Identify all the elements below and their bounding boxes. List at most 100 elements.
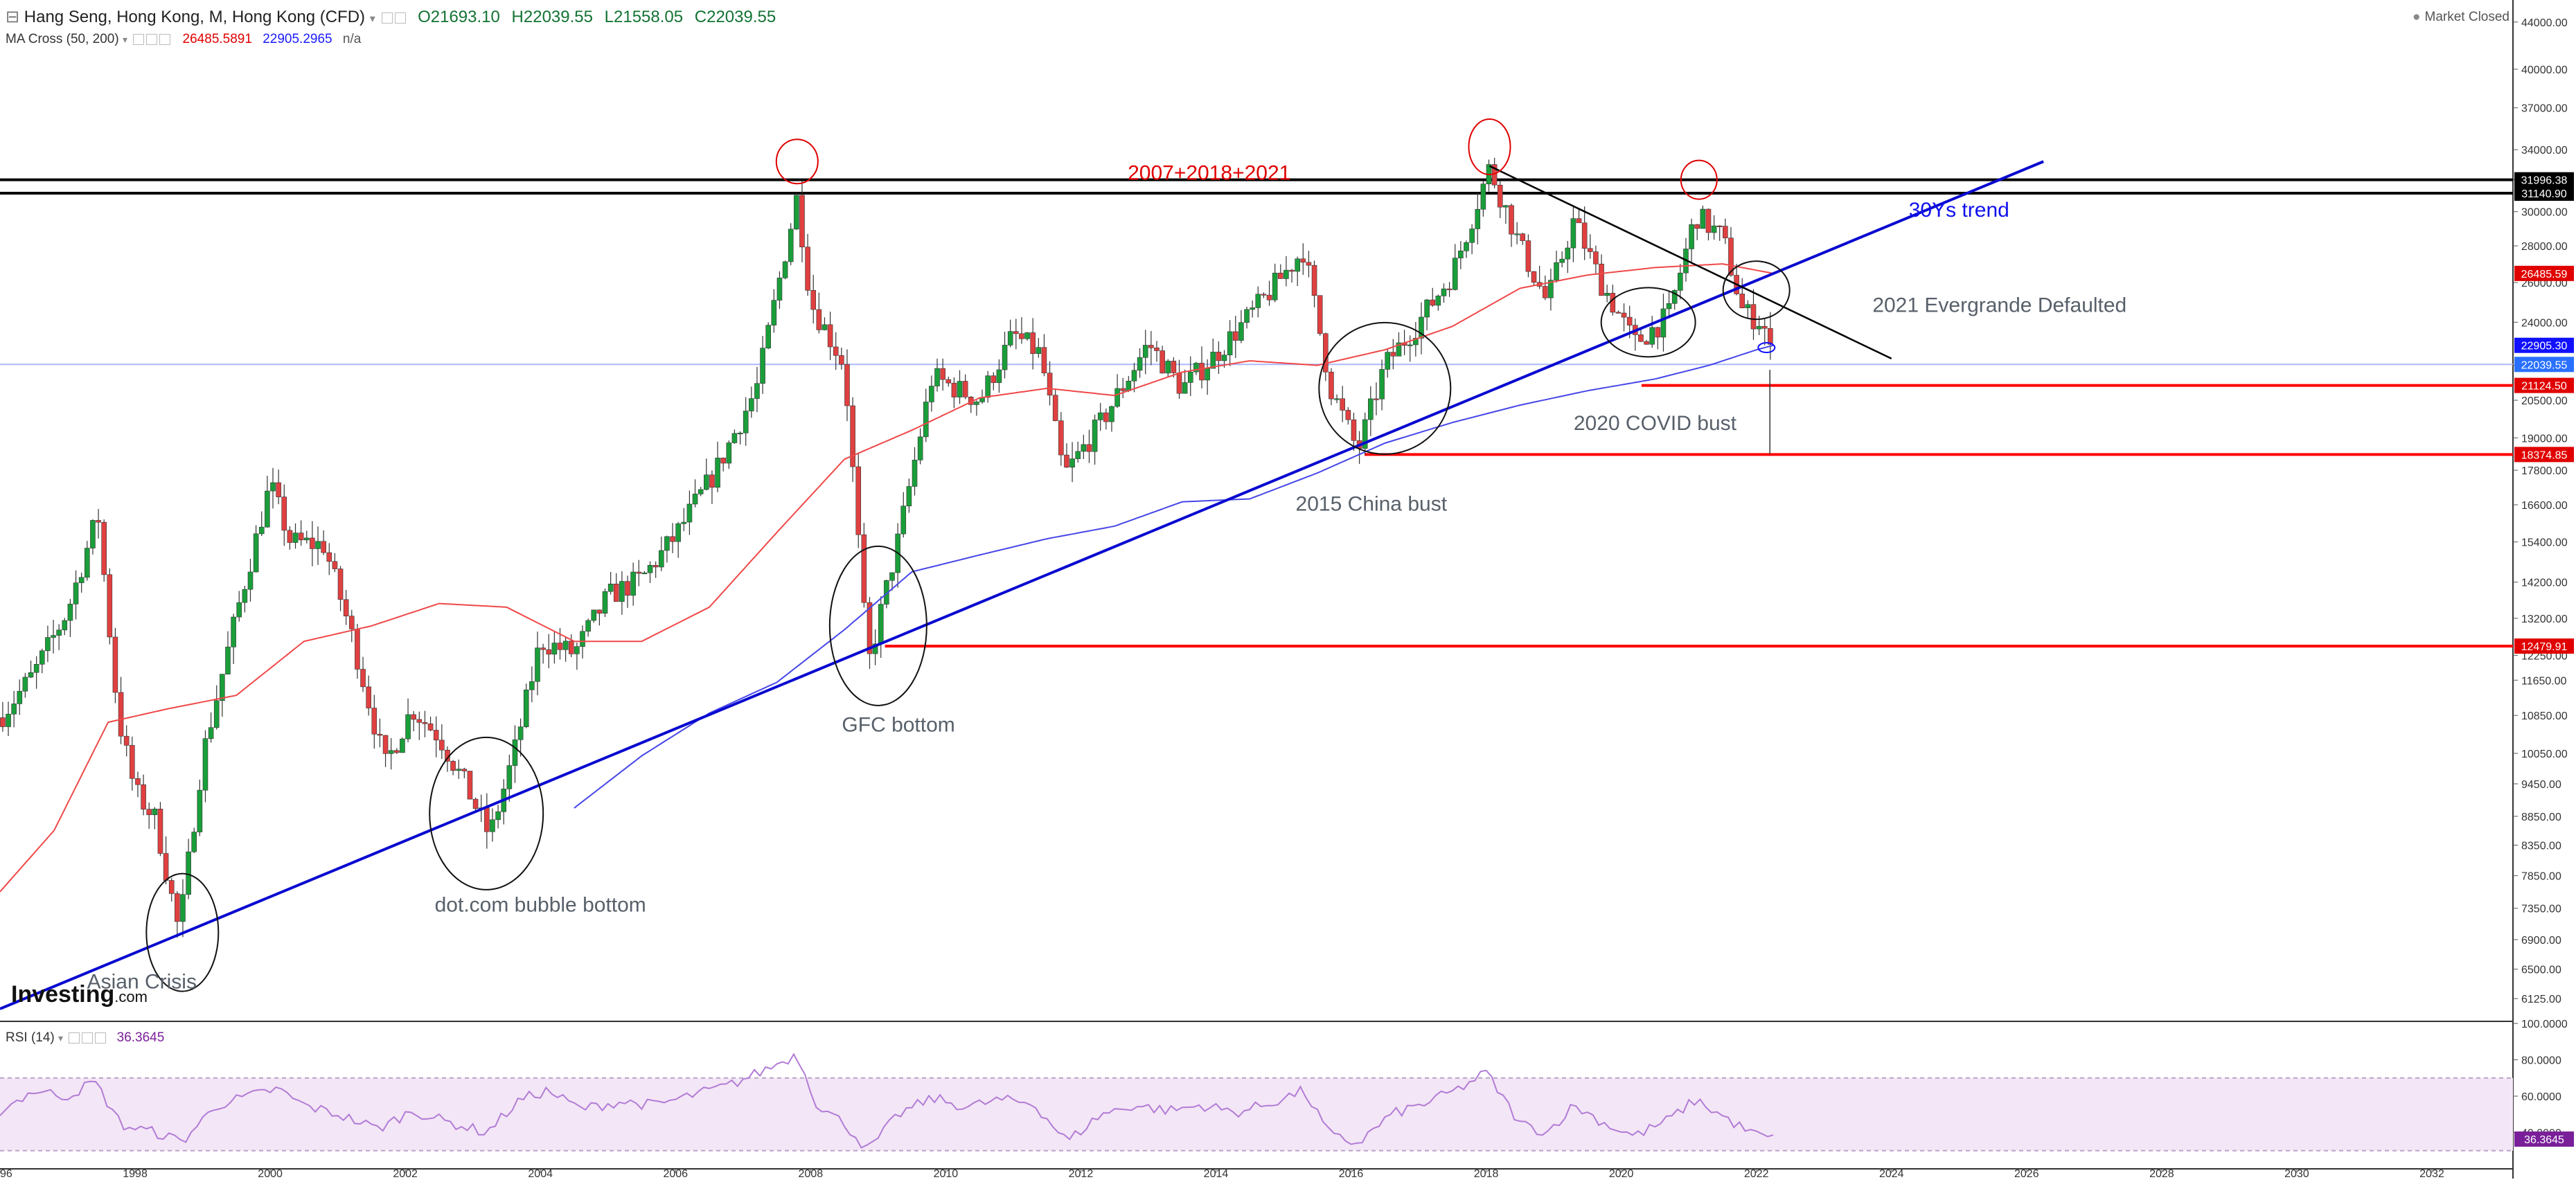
candle-body [878, 604, 884, 645]
candle-body [168, 880, 175, 894]
candle-body [439, 740, 445, 751]
candle-body [596, 609, 603, 614]
candle-body [1593, 251, 1599, 265]
candle-body [1255, 294, 1261, 308]
ma-indicator-header[interactable]: MA Cross (50, 200) ▾ 26485.5891 22905.29… [6, 32, 361, 47]
candle-body [382, 735, 389, 754]
candle-body [1739, 294, 1746, 308]
candle-body [377, 733, 383, 736]
investing-logo: Investing.com [11, 981, 148, 1008]
candle-body [130, 745, 135, 779]
candle-body [1621, 312, 1627, 318]
price-badge-bg [2514, 265, 2574, 281]
candle-body [1261, 294, 1267, 296]
dropdown-icon[interactable]: ▾ [122, 34, 127, 45]
rsi-value: 36.3645 [116, 1030, 165, 1045]
candle-body [298, 532, 304, 541]
candle-body [945, 379, 952, 384]
candle-body [771, 300, 777, 325]
candle-body [1193, 363, 1199, 373]
candle-body [1142, 345, 1148, 358]
candle-body [1407, 344, 1413, 346]
candle-body [765, 325, 772, 349]
candle-body [1480, 183, 1486, 210]
candle-body [652, 565, 659, 568]
x-tick-label: 2012 [1069, 1168, 1094, 1179]
candle-body [292, 532, 299, 543]
candle-body [1475, 208, 1481, 229]
price-badge-bg [2514, 186, 2574, 202]
hide-icon[interactable] [82, 1032, 94, 1044]
candle-body [1362, 419, 1368, 449]
dropdown-icon[interactable]: ▾ [369, 13, 375, 25]
candle-body [0, 717, 6, 727]
candle-body [1137, 357, 1143, 371]
close-icon[interactable] [159, 33, 171, 45]
settings-icon[interactable] [133, 33, 145, 45]
price-badge-bg [2514, 638, 2574, 654]
candle-body [1036, 347, 1042, 354]
candle-body [123, 735, 130, 746]
hide-icon[interactable] [395, 12, 407, 24]
candle-body [1671, 290, 1678, 304]
candle-body [535, 647, 540, 682]
market-status-label: Market Closed [2424, 10, 2510, 24]
candle-body [568, 641, 574, 654]
candle-body [613, 583, 619, 602]
candle-body [641, 572, 648, 575]
annotation-label: Asian Crisis [87, 971, 197, 994]
candle-body [163, 853, 169, 881]
candle-body [191, 832, 197, 852]
symbol-header[interactable]: ⊟ Hang Seng, Hong Kong, M, Hong Kong (CF… [6, 7, 776, 27]
dropdown-icon[interactable]: ▾ [58, 1032, 64, 1044]
settings-icon[interactable] [382, 12, 393, 24]
collapse-icon[interactable]: ⊟ [6, 8, 24, 26]
candle-body [242, 589, 248, 603]
candle-body [506, 765, 513, 789]
candle-body [1295, 258, 1300, 272]
y-tick-label: 10850.00 [2521, 710, 2568, 722]
candle-body [827, 324, 833, 348]
candle-body [1216, 352, 1222, 361]
candle-body [1666, 303, 1672, 310]
candle-body [1160, 350, 1165, 374]
y-tick-label: 16600.00 [2521, 500, 2568, 512]
candle-body [1086, 444, 1092, 452]
settings-icon[interactable] [69, 1032, 80, 1044]
x-tick-label: 2008 [799, 1168, 824, 1179]
candle-body [1007, 331, 1013, 346]
candle-body [225, 647, 231, 674]
y-tick-label: 8850.00 [2521, 812, 2561, 823]
annotation-label: dot.com bubble bottom [435, 894, 646, 917]
hide-icon[interactable] [146, 33, 158, 45]
candle-body [265, 490, 270, 528]
candle-body [1756, 325, 1762, 330]
candle-body [1700, 208, 1706, 229]
candle-body [754, 383, 760, 399]
candle-body [1385, 352, 1391, 370]
candle-body [889, 572, 895, 581]
candle-body [1424, 299, 1430, 318]
candle-body [1002, 345, 1008, 370]
ma50-value: 26485.5891 [182, 32, 252, 46]
candle-body [1092, 420, 1098, 452]
price-badge: 22039.55 [2514, 357, 2574, 373]
candle-body [1238, 322, 1244, 341]
candle-body [1176, 373, 1182, 394]
candle-body [22, 677, 28, 692]
rsi-indicator-header[interactable]: RSI (14) ▾ 36.3645 [6, 1030, 164, 1046]
candle-body [957, 381, 963, 397]
close-icon[interactable] [95, 1032, 107, 1044]
candle-body [743, 411, 749, 433]
candle-body [67, 603, 73, 621]
candle-body [1548, 280, 1554, 298]
annotation-circle [828, 545, 927, 706]
candle-body [85, 548, 90, 578]
price-badge: 31140.90 [2514, 186, 2574, 202]
price-badge: 12479.91 [2514, 638, 2574, 654]
candle-body [1041, 347, 1047, 374]
price-badge-label: 22039.55 [2521, 359, 2568, 371]
candle-body [258, 526, 265, 535]
